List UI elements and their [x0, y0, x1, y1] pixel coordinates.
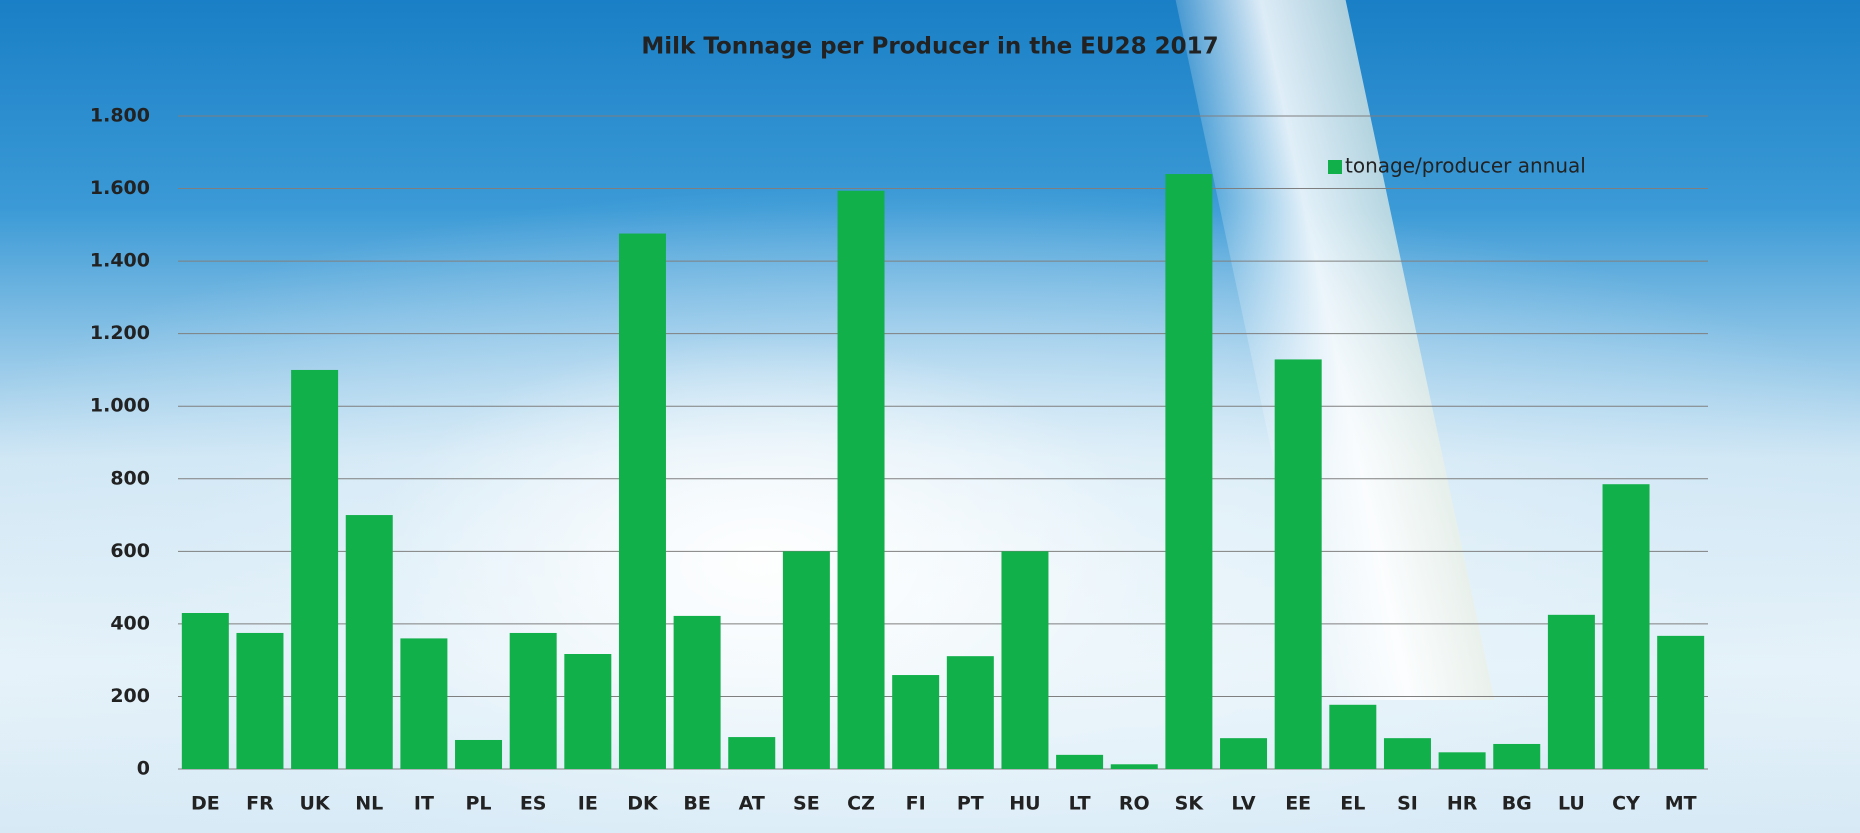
x-tick-label: LU — [1558, 793, 1585, 815]
x-tick-label: IT — [414, 793, 434, 815]
bar — [1548, 615, 1595, 769]
bar — [400, 638, 447, 769]
x-tick-label: PL — [466, 793, 492, 815]
bar — [1165, 174, 1212, 769]
x-tick-label: ES — [520, 793, 547, 815]
bar — [1056, 755, 1103, 769]
bar — [346, 515, 393, 769]
x-tick-label: LT — [1069, 793, 1091, 815]
x-tick-label: LV — [1231, 793, 1255, 815]
x-tick-label: DE — [191, 793, 220, 815]
bar — [1603, 484, 1650, 769]
x-tick-label: CZ — [847, 793, 875, 815]
bar — [510, 633, 557, 769]
x-tick-label: HU — [1009, 793, 1040, 815]
bar — [291, 370, 338, 769]
bar — [838, 191, 885, 769]
y-tick-label: 1.600 — [90, 177, 150, 199]
y-tick-label: 1.200 — [90, 322, 150, 344]
x-tick-label: BE — [683, 793, 710, 815]
y-tick-label: 400 — [110, 612, 150, 634]
x-tick-label: HR — [1447, 793, 1478, 815]
y-tick-label: 1.000 — [90, 395, 150, 417]
x-tick-label: NL — [355, 793, 383, 815]
bar — [1493, 744, 1540, 769]
bar — [1275, 359, 1322, 769]
x-tick-label: SE — [793, 793, 820, 815]
y-tick-label: 800 — [110, 467, 150, 489]
bar — [182, 613, 229, 769]
bar — [947, 656, 994, 769]
x-tick-label: UK — [300, 793, 331, 815]
x-tick-label: SK — [1175, 793, 1205, 815]
bar — [1220, 738, 1267, 769]
y-tick-label: 1.400 — [90, 250, 150, 272]
x-tick-label: AT — [739, 793, 765, 815]
y-tick-label: 1.800 — [90, 105, 150, 127]
x-tick-label: SI — [1397, 793, 1418, 815]
legend-label: tonage/producer annual — [1345, 154, 1586, 178]
x-tick-label: CY — [1612, 793, 1640, 815]
bar — [892, 675, 939, 769]
x-tick-label: FR — [246, 793, 274, 815]
background: Milk Tonnage per Producer in the EU28 20… — [0, 0, 1860, 833]
y-tick-label: 0 — [137, 758, 150, 780]
bar — [236, 633, 283, 769]
x-tick-label: RO — [1119, 793, 1150, 815]
x-tick-label: DK — [627, 793, 659, 815]
x-tick-label: MT — [1665, 793, 1697, 815]
y-tick-label: 200 — [110, 685, 150, 707]
chart: Milk Tonnage per Producer in the EU28 20… — [0, 0, 1860, 833]
chart-title: Milk Tonnage per Producer in the EU28 20… — [641, 34, 1218, 60]
bar — [1657, 636, 1704, 769]
bar — [674, 616, 721, 769]
bar — [1439, 752, 1486, 769]
x-tick-label: BG — [1502, 793, 1532, 815]
x-tick-label: FI — [906, 793, 926, 815]
y-tick-label: 600 — [110, 540, 150, 562]
bar — [1111, 764, 1158, 769]
x-tick-label: IE — [578, 793, 598, 815]
bar — [783, 551, 830, 769]
legend-swatch — [1328, 160, 1342, 174]
x-tick-label: EL — [1340, 793, 1365, 815]
x-tick-label: EE — [1285, 793, 1311, 815]
bar — [1329, 705, 1376, 769]
bar — [564, 654, 611, 769]
bar — [619, 234, 666, 769]
bar — [455, 740, 502, 769]
bar — [1384, 738, 1431, 769]
bar — [728, 737, 775, 769]
x-tick-label: PT — [957, 793, 984, 815]
bar — [1001, 551, 1048, 769]
